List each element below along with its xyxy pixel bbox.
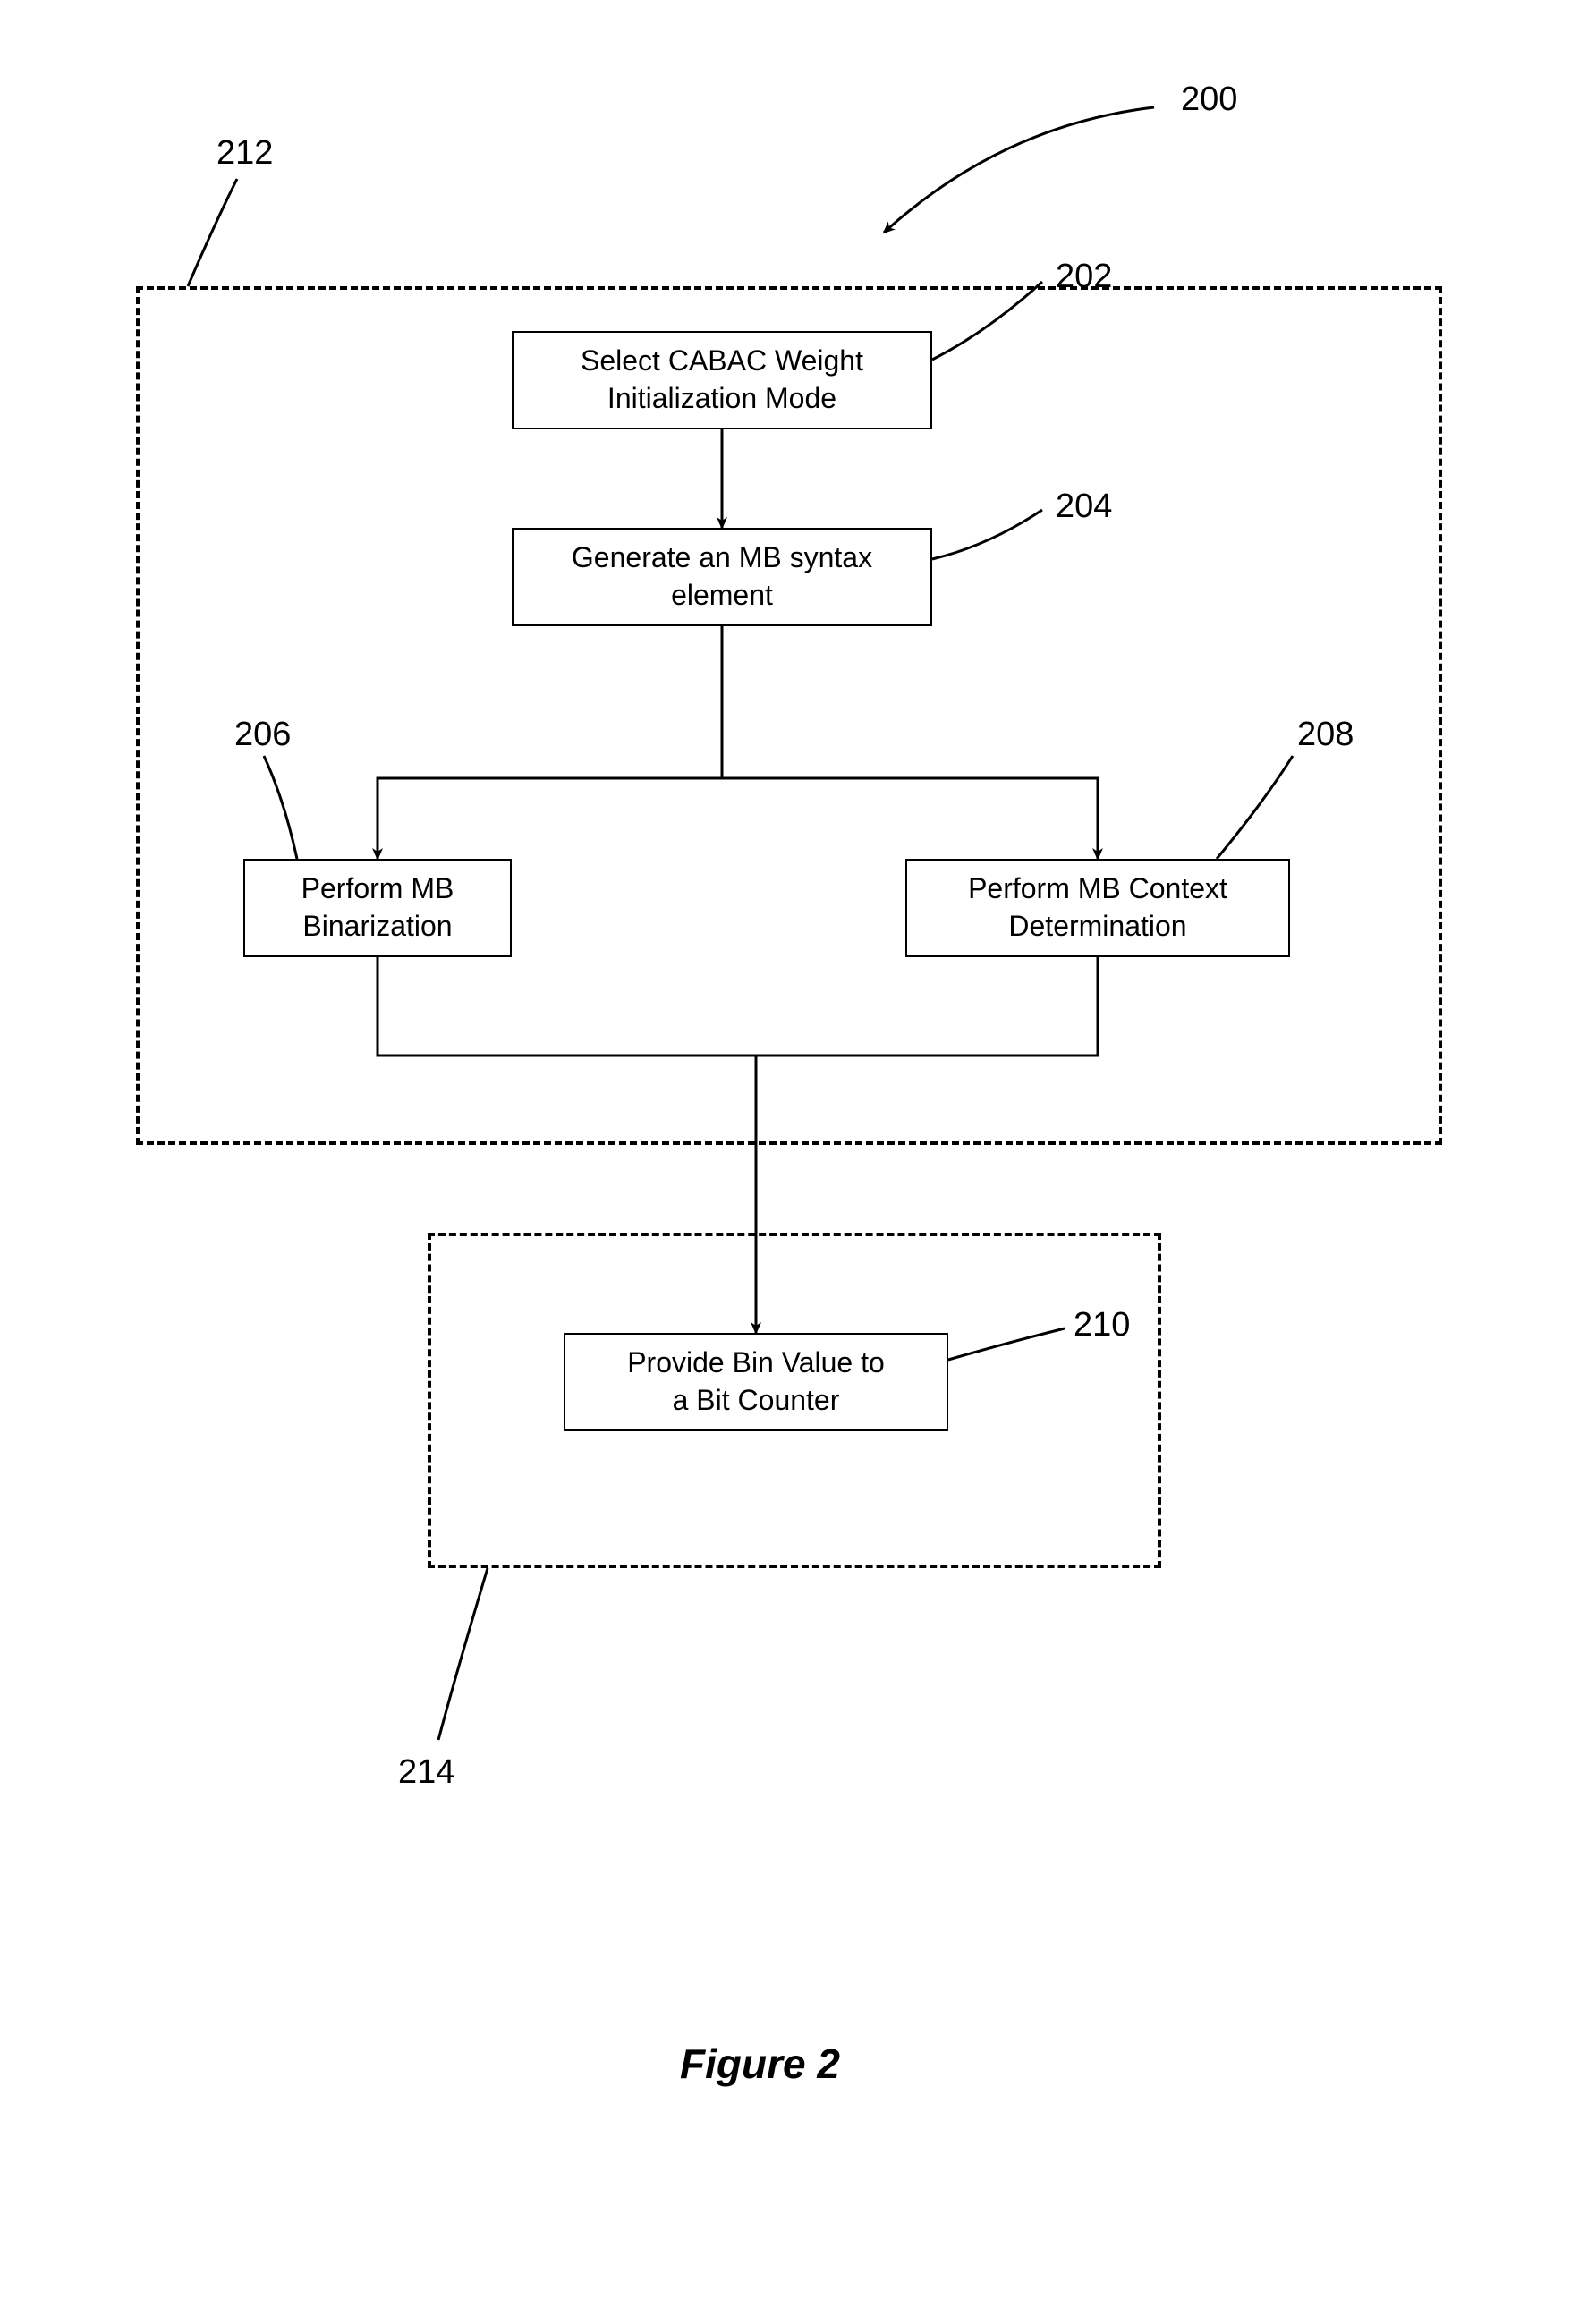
node-provide-bin-value: Provide Bin Value to a Bit Counter [564, 1333, 948, 1431]
node-208-line1: Perform MB Context [968, 872, 1227, 904]
node-text-204: Generate an MB syntax element [572, 539, 872, 614]
node-text-206: Perform MB Binarization [301, 870, 454, 945]
ref-label-214: 214 [398, 1753, 454, 1792]
ref-label-204: 204 [1056, 488, 1112, 526]
ref-label-206: 206 [234, 716, 291, 754]
node-perform-mb-binarization: Perform MB Binarization [243, 859, 512, 957]
node-204-line1: Generate an MB syntax [572, 541, 872, 573]
node-204-line2: element [671, 579, 773, 611]
node-206-line2: Binarization [302, 910, 452, 942]
node-text-208: Perform MB Context Determination [968, 870, 1227, 945]
ref-label-212: 212 [216, 134, 273, 173]
ref-label-200: 200 [1181, 81, 1237, 119]
node-210-line2: a Bit Counter [673, 1384, 840, 1416]
node-208-line2: Determination [1008, 910, 1186, 942]
node-generate-mb-syntax: Generate an MB syntax element [512, 528, 932, 626]
node-text-210: Provide Bin Value to a Bit Counter [627, 1345, 885, 1419]
node-text-202: Select CABAC Weight Initialization Mode [581, 343, 863, 417]
ref-label-202: 202 [1056, 258, 1112, 296]
node-206-line1: Perform MB [301, 872, 454, 904]
node-202-line2: Initialization Mode [607, 382, 836, 414]
ref-label-210: 210 [1074, 1306, 1130, 1345]
node-select-cabac-weight: Select CABAC Weight Initialization Mode [512, 331, 932, 429]
diagram-page: Select CABAC Weight Initialization Mode … [0, 0, 1596, 2299]
node-202-line1: Select CABAC Weight [581, 344, 863, 377]
ref-label-208: 208 [1297, 716, 1354, 754]
node-210-line1: Provide Bin Value to [627, 1346, 885, 1379]
figure-title: Figure 2 [680, 2040, 840, 2088]
node-perform-mb-context: Perform MB Context Determination [905, 859, 1290, 957]
